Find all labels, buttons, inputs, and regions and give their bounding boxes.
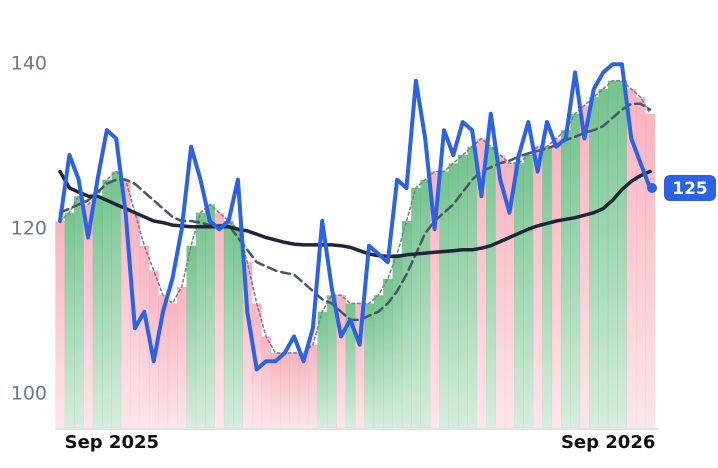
trend-shade bbox=[486, 146, 496, 428]
trend-shade bbox=[598, 88, 609, 428]
x-tick-label: Sep 2026 bbox=[561, 432, 655, 453]
trend-shade bbox=[448, 163, 459, 428]
trend-shade bbox=[280, 352, 290, 428]
trend-shade bbox=[195, 212, 206, 428]
trend-shade bbox=[607, 80, 618, 428]
trend-shade bbox=[242, 262, 253, 428]
trend-shade bbox=[345, 303, 356, 428]
series-line bbox=[58, 62, 652, 372]
trend-shade bbox=[270, 352, 281, 428]
trend-shade bbox=[439, 171, 450, 428]
trend-shade bbox=[102, 179, 112, 428]
trend-shade bbox=[495, 154, 506, 428]
trend-shade bbox=[74, 196, 84, 428]
trend-shade bbox=[617, 80, 627, 428]
trend-shade bbox=[467, 146, 478, 428]
trend-shade bbox=[635, 97, 646, 428]
trend-shade bbox=[429, 171, 440, 428]
y-tick-label: 120 bbox=[11, 218, 47, 240]
trend-shade bbox=[336, 295, 347, 428]
trend-shade bbox=[355, 303, 365, 428]
trend-shade bbox=[55, 220, 66, 428]
trend-shade bbox=[326, 295, 337, 428]
series-line bbox=[59, 79, 651, 354]
trend-shade bbox=[223, 220, 234, 428]
trend-shade bbox=[411, 187, 421, 428]
trend-shade bbox=[504, 163, 515, 428]
series-line bbox=[58, 169, 652, 259]
y-tick-label: 140 bbox=[11, 53, 47, 75]
trend-shade bbox=[298, 352, 309, 428]
trend-shade bbox=[589, 97, 599, 428]
trend-shade bbox=[214, 212, 225, 428]
trend-shade bbox=[308, 344, 318, 428]
trend-shade bbox=[317, 311, 328, 428]
trend-shade bbox=[64, 212, 75, 428]
trend-shade bbox=[523, 154, 534, 428]
trend-shade bbox=[139, 245, 150, 428]
trend-shade bbox=[120, 179, 131, 428]
trend-shade bbox=[458, 154, 468, 428]
trend-shade bbox=[111, 171, 122, 428]
trend-shade bbox=[177, 286, 187, 428]
value-badge bbox=[664, 174, 716, 201]
trend-shade bbox=[186, 245, 197, 428]
trend-shade bbox=[83, 204, 94, 428]
trend-shade bbox=[233, 229, 244, 428]
trend-shade bbox=[148, 270, 159, 428]
trend-shade bbox=[551, 138, 562, 428]
series-line bbox=[58, 102, 652, 322]
trend-shade bbox=[289, 352, 300, 428]
trend-shade bbox=[645, 113, 656, 428]
trend-shade bbox=[626, 88, 637, 428]
trend-shade bbox=[514, 163, 524, 428]
last-point bbox=[647, 182, 657, 193]
trend-shade bbox=[570, 113, 581, 428]
trend-shade bbox=[383, 278, 393, 428]
trend-shade bbox=[373, 295, 384, 428]
x-tick-label: Sep 2025 bbox=[65, 432, 159, 453]
trend-shade bbox=[420, 179, 431, 428]
trend-shade bbox=[401, 220, 412, 428]
trend-shade bbox=[167, 303, 178, 428]
trend-shade bbox=[476, 138, 487, 428]
trend-shade bbox=[205, 204, 215, 428]
trend-shade bbox=[579, 105, 590, 428]
trend-shade bbox=[92, 196, 103, 428]
trend-shade bbox=[261, 336, 272, 428]
value-label: 125 bbox=[672, 179, 708, 199]
y-tick-label: 100 bbox=[11, 383, 47, 405]
trend-shade bbox=[158, 295, 169, 428]
trend-shade bbox=[542, 146, 553, 428]
trend-shade bbox=[392, 253, 403, 428]
trend-shade bbox=[364, 303, 375, 428]
trend-shade bbox=[561, 130, 571, 428]
trend-shade bbox=[532, 146, 543, 428]
